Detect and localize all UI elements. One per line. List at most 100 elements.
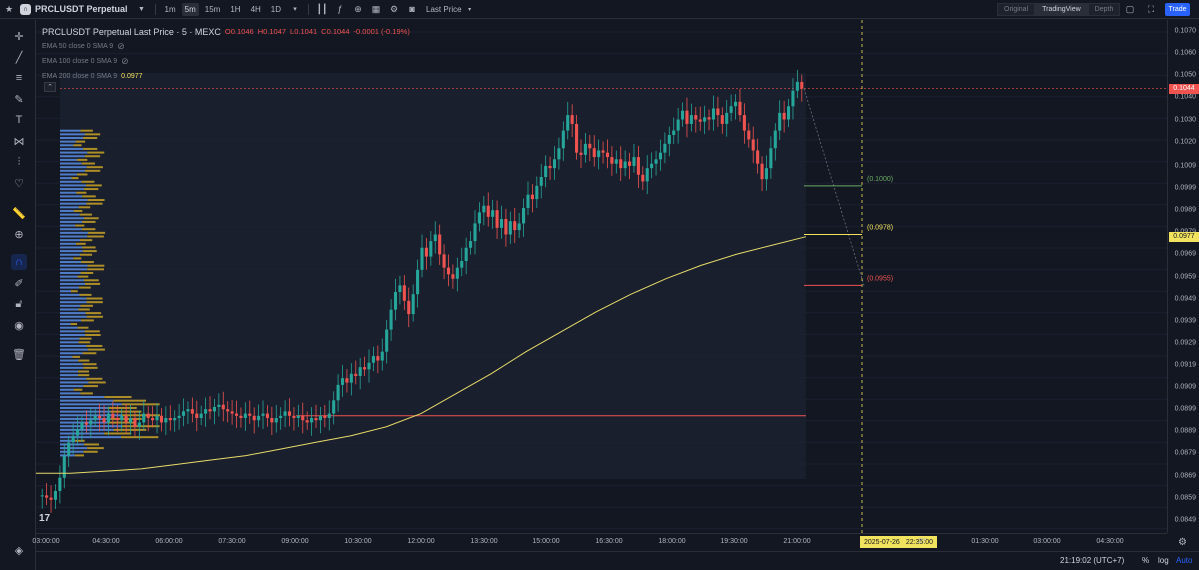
zoom-icon[interactable]: ⊕ (14, 228, 24, 241)
candle-body (654, 159, 658, 164)
candle-body (53, 490, 58, 500)
time-tick: 04:30:00 (92, 538, 120, 545)
volume-profile-bar-up (60, 257, 74, 260)
brush-icon[interactable]: ✎ (14, 93, 24, 106)
volume-profile-bar-up (60, 323, 71, 326)
volume-profile-bar-up (60, 136, 84, 139)
log-toggle[interactable]: log (1158, 556, 1169, 565)
indicators-icon[interactable]: ƒ (337, 4, 343, 14)
candle-body (332, 400, 336, 414)
chart-canvas[interactable]: (0.1000) (0.0978) (0.0955) (36, 20, 1167, 533)
view-original[interactable]: Original (997, 3, 1036, 16)
pattern-icon[interactable]: ⋈ (13, 135, 25, 148)
magnet-icon[interactable]: ∩ (11, 254, 27, 270)
heart-icon[interactable]: ♡ (14, 177, 24, 190)
eye-hidden-icon[interactable]: ⊘ (121, 56, 129, 66)
legend-ema50[interactable]: EMA 50 close 0 SMA 9 ⊘ (42, 39, 410, 54)
layers-icon[interactable]: ◈ (14, 544, 24, 557)
candle-body (252, 415, 256, 421)
legend-collapse-button[interactable]: ⌃ (44, 82, 56, 92)
text-icon[interactable]: T (15, 114, 23, 126)
candle-type-icon[interactable]: ┃┃ (316, 3, 328, 14)
chevron-down-icon[interactable]: ▼ (138, 5, 145, 13)
interval-1h[interactable]: 1H (230, 4, 241, 14)
volume-profile-bar-up (60, 202, 87, 205)
ruler-icon[interactable]: 📏 (12, 207, 26, 220)
ema50-label: EMA 50 close 0 SMA 9 (42, 43, 114, 50)
target-label: (0.0978) (867, 224, 893, 231)
trade-button[interactable]: Trade (1165, 3, 1190, 16)
candle-body (725, 112, 729, 124)
eye-hidden-icon[interactable]: ⊘ (117, 41, 125, 51)
trend-line-icon[interactable]: ╱ (15, 51, 23, 64)
volume-profile-bar-down (82, 246, 96, 249)
price-type-selector[interactable]: Last Price (426, 4, 462, 14)
chart-pane[interactable]: (0.1000) (0.0978) (0.0955) (36, 20, 1167, 533)
volume-profile-bar-up (60, 184, 86, 187)
fib-icon[interactable]: ≡ (15, 72, 23, 84)
volume-profile-bar-down (77, 326, 89, 329)
volume-profile-bar-down (72, 355, 81, 358)
settings-icon[interactable]: ⚙ (389, 3, 399, 14)
fullscreen-icon[interactable]: ⛶ (1147, 3, 1155, 14)
volume-profile-bar-down (104, 396, 132, 399)
legend-ema100[interactable]: EMA 100 close 0 SMA 9 ⊘ (42, 54, 410, 69)
volume-profile-bar-down (87, 268, 104, 271)
price-axis[interactable]: 0.1070 0.1060 0.1050 0.1040 0.1030 0.1020 0.10… (1167, 20, 1199, 533)
volume-profile-bar-up (60, 155, 85, 158)
axis-settings-icon[interactable]: ⚙ (1178, 537, 1187, 548)
window-icon[interactable]: ▢ (1125, 3, 1135, 14)
camera-icon[interactable]: ◙ (409, 4, 415, 14)
volume-profile-zone (60, 73, 806, 479)
candle-body (367, 362, 371, 370)
interval-1m[interactable]: 1m (164, 4, 176, 14)
volume-profile-bar-up (60, 450, 84, 453)
volume-profile-bar-up (60, 133, 85, 136)
interval-5m[interactable]: 5m (181, 2, 199, 16)
volume-profile-bar-up (60, 348, 88, 351)
lock-drawing-icon[interactable]: ✐ (14, 277, 24, 290)
lock-icon[interactable]: 🔓︎ (15, 297, 23, 310)
price-tick: 0.1060 (1174, 49, 1196, 57)
prediction-icon[interactable]: ⫶ (17, 155, 21, 168)
price-tick: 0.0869 (1174, 472, 1196, 479)
compare-icon[interactable]: ⊕ (354, 3, 362, 14)
candle-body (40, 495, 44, 497)
candle-body (619, 159, 623, 169)
volume-profile-bar-down (73, 388, 83, 391)
candle-body (769, 148, 773, 169)
view-tradingview[interactable]: TradingView (1035, 3, 1088, 16)
candle-body (195, 413, 199, 419)
candle-body (570, 115, 574, 124)
volume-profile-bar-up (60, 282, 85, 285)
candle-body (385, 329, 389, 352)
symbol-selector[interactable]: PRCLUSDT Perpetual (35, 4, 128, 14)
time-axis[interactable]: 2025-07-26 22:35:00 03:00:00 04:30:00 06:0… (32, 533, 1167, 550)
layout-icon[interactable]: ▦ (371, 3, 381, 14)
volume-profile-bar-up (60, 239, 80, 242)
candle-body (420, 247, 424, 270)
candle-body (778, 112, 782, 131)
chevron-down-icon[interactable]: ▾ (293, 6, 297, 13)
view-depth[interactable]: Depth (1087, 3, 1121, 16)
crosshair-icon[interactable]: ✛ (14, 30, 24, 43)
candle-body (212, 406, 216, 412)
interval-1d[interactable]: 1D (270, 4, 282, 14)
volume-profile-bar-up (60, 169, 85, 172)
candle-body (592, 148, 596, 158)
eye-icon[interactable]: ◉ (14, 319, 24, 332)
percent-toggle[interactable]: % (1142, 556, 1150, 565)
volume-profile-bar-up (60, 315, 87, 318)
auto-toggle[interactable]: Auto (1176, 556, 1193, 565)
interval-15m[interactable]: 15m (204, 4, 221, 14)
star-icon[interactable]: ★ (4, 3, 14, 14)
clock[interactable]: 21:19:02 (UTC+7) (1060, 556, 1125, 565)
legend-ema200[interactable]: EMA 200 close 0 SMA 9 0.0977 (42, 69, 410, 84)
candle-body (389, 309, 393, 330)
chart-legend: PRCLUSDT Perpetual Last Price · 5 · MEXC… (42, 24, 410, 84)
interval-4h[interactable]: 4H (250, 4, 261, 14)
chevron-down-icon[interactable]: ▾ (468, 6, 472, 13)
target-label: (0.0955) (867, 275, 893, 282)
trash-icon[interactable]: 🗑︎ (12, 348, 26, 361)
candle-body (305, 420, 309, 423)
